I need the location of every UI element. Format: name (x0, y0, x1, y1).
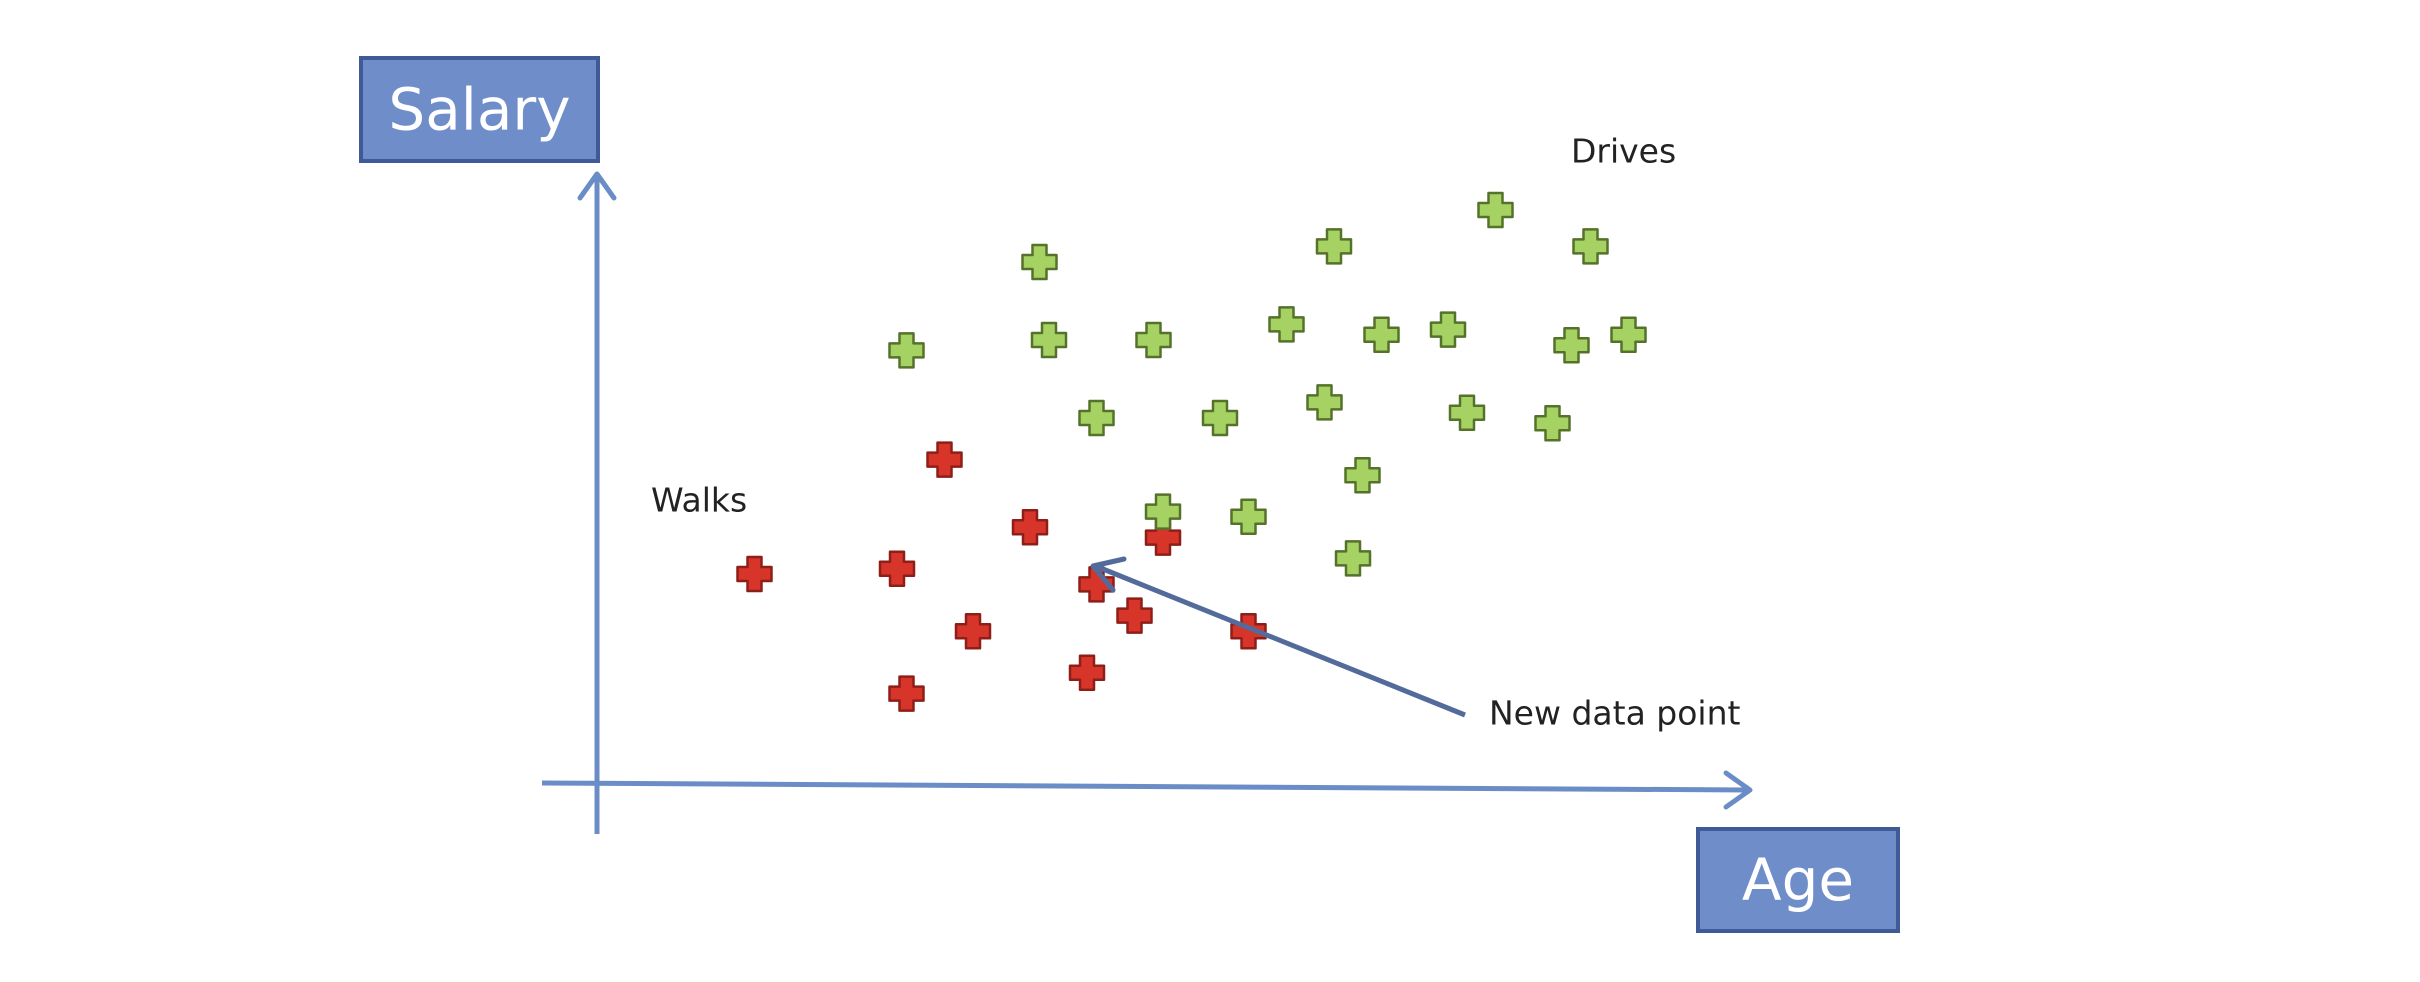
green-plus-icon (1363, 316, 1400, 354)
new-point-callout: New data point (1090, 556, 1741, 733)
red-plus-icon (1011, 508, 1049, 546)
y-axis-label-box: Salary (359, 56, 600, 163)
green-plus-icon (1344, 456, 1381, 494)
new-point-label: New data point (1489, 694, 1741, 733)
green-plus-icon (1230, 498, 1267, 536)
x-axis-box (1696, 827, 1900, 933)
red-plus-icon (888, 675, 925, 712)
green-plus-icon (1610, 316, 1647, 354)
green-plus-icon (1144, 493, 1182, 530)
red-plus-icon (954, 612, 992, 650)
drives-group-label: Drives (1571, 132, 1676, 171)
green-plus-icon (888, 332, 925, 369)
red-plus-icon (736, 555, 773, 593)
red-plus-icon (926, 441, 963, 478)
x-axis-label: Age (1742, 846, 1854, 914)
green-plus-icon (1429, 311, 1467, 348)
red-plus-icon (1144, 519, 1182, 556)
green-plus-icon (1448, 394, 1486, 432)
x-axis-arrowhead (1723, 770, 1753, 810)
green-plus-icon (1477, 191, 1514, 229)
green-plus-icon (1572, 228, 1609, 265)
y-axis-arrowhead (577, 171, 617, 201)
red-plus-icon (1230, 612, 1267, 650)
y-axis-box (359, 56, 600, 163)
new-point-arrowhead (1090, 556, 1127, 593)
x-axis-line (541, 780, 1749, 793)
axes (541, 171, 1753, 834)
green-plus-icon (1306, 384, 1343, 421)
green-plus-icon (1268, 306, 1305, 343)
data-points (736, 191, 1647, 712)
green-plus-icon (1315, 228, 1353, 265)
walks-group-label: Walks (651, 481, 747, 520)
y-axis-label: Salary (388, 76, 570, 144)
red-plus-icon (1116, 597, 1153, 634)
red-plus-icon (1068, 654, 1106, 692)
x-axis-label-box: Age (1696, 827, 1900, 933)
new-point-arrow (1097, 564, 1466, 718)
green-plus-icon (1553, 326, 1590, 364)
green-plus-icon (1534, 404, 1571, 442)
green-plus-icon (1021, 243, 1058, 281)
green-plus-icon (1135, 321, 1172, 359)
red-plus-icon (878, 550, 916, 588)
green-plus-icon (1334, 540, 1372, 577)
green-plus-icon (1078, 399, 1115, 437)
green-plus-icon (1201, 399, 1239, 437)
green-plus-icon (1030, 321, 1068, 359)
